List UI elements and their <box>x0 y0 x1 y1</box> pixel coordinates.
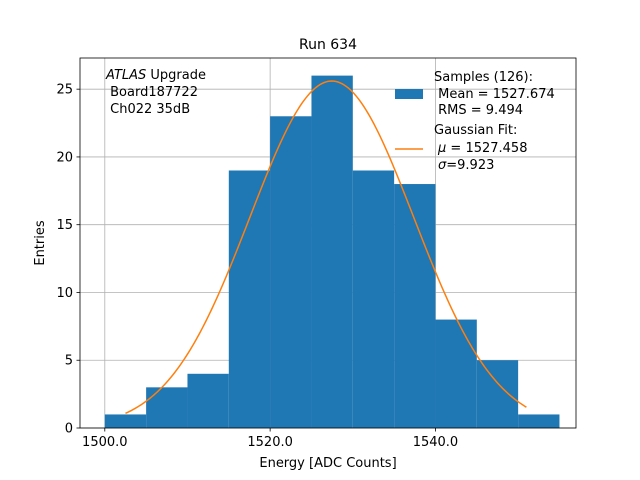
upgrade-label: Upgrade <box>146 68 206 83</box>
legend-histogram-rms: RMS = 9.494 <box>434 103 523 118</box>
legend-histogram-title: Samples (126): <box>434 70 533 85</box>
gaussian-fit-curve <box>125 80 527 415</box>
x-tick-label: 1520.0 <box>247 435 293 450</box>
sigma-value: =9.923 <box>446 158 494 173</box>
x-axis-label: Energy [ADC Counts] <box>259 456 396 471</box>
annotation-line-3: Ch022 35dB <box>106 102 190 117</box>
histogram-bar <box>311 75 353 428</box>
annotation-line-2: Board187722 <box>106 85 198 100</box>
y-tick-label: 15 <box>56 218 73 233</box>
histogram-bars <box>104 75 560 429</box>
y-tick-label: 5 <box>65 354 73 369</box>
legend-fit-mu: μ = 1527.458 <box>437 141 527 156</box>
atlas-label: ATLAS <box>105 68 146 83</box>
y-tick-label: 0 <box>65 422 73 437</box>
plot-frame <box>79 57 577 429</box>
histogram-bar <box>146 387 188 428</box>
y-axis-ticks: 0 5 10 15 20 25 <box>56 83 80 437</box>
x-tick-label: 1500.0 <box>82 435 128 450</box>
annotation-box: ATLAS Upgrade Board187722 Ch022 35dB <box>105 68 206 117</box>
legend-histogram-mean: Mean = 1527.674 <box>434 87 555 102</box>
annotation-line-1: ATLAS Upgrade <box>105 68 206 83</box>
histogram-bar <box>270 116 312 429</box>
histogram-bar <box>476 360 519 428</box>
x-tick-label: 1540.0 <box>413 435 459 450</box>
y-tick-label: 10 <box>56 286 73 301</box>
x-axis-ticks: 1500.0 1520.0 1540.0 <box>82 428 458 450</box>
legend: Samples (126): Mean = 1527.674 RMS = 9.4… <box>395 70 555 173</box>
histogram-bar <box>518 414 560 428</box>
histogram-bar <box>435 319 477 428</box>
chart-title: Run 634 <box>299 37 357 53</box>
y-axis-label: Entries <box>33 220 48 266</box>
histogram-bar <box>228 170 271 428</box>
legend-histogram-swatch <box>395 89 423 99</box>
mu-value: = 1527.458 <box>446 141 527 156</box>
histogram-bar <box>394 184 436 428</box>
y-tick-label: 25 <box>56 83 73 98</box>
legend-fit-sigma: σ=9.923 <box>438 158 494 173</box>
histogram-bar <box>187 373 229 428</box>
sigma-symbol: σ <box>438 158 447 173</box>
histogram-bar <box>104 414 147 428</box>
legend-fit-title: Gaussian Fit: <box>434 123 517 138</box>
y-tick-label: 20 <box>56 150 73 165</box>
mu-symbol: μ <box>437 141 446 156</box>
histogram-bar <box>352 170 395 428</box>
